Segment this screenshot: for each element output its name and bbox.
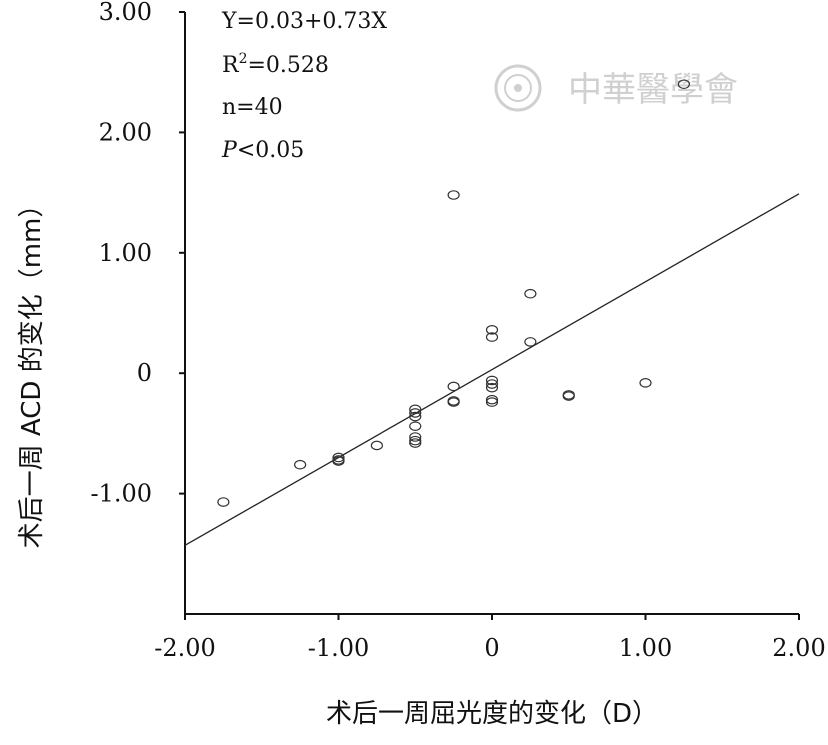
data-point: [485, 394, 499, 405]
data-point: [485, 382, 499, 393]
x-tick-label: -2.00: [154, 634, 216, 662]
x-tick-label: 1.00: [619, 634, 672, 662]
data-point: [485, 375, 499, 386]
data-point: [332, 456, 345, 466]
data-point: [447, 381, 460, 392]
r-squared-sup: 2: [239, 51, 248, 67]
data-point: [562, 391, 575, 401]
society-seal-icon: [494, 64, 542, 112]
data-point: [409, 421, 422, 431]
data-point: [332, 452, 345, 463]
data-point: [524, 337, 537, 347]
sample-size: n=40: [222, 95, 283, 120]
y-tick-label: 3.00: [99, 0, 152, 26]
data-point: [409, 435, 422, 446]
data-point: [485, 332, 499, 342]
x-axis-ticks: -2.00 -1.00 0 1.00 2.00: [154, 614, 826, 662]
x-tick-label: 2.00: [772, 634, 825, 662]
y-tick-label: -1.00: [90, 480, 152, 508]
data-point: [409, 438, 422, 448]
data-point: [409, 432, 422, 442]
r-squared-value: =0.528: [248, 53, 329, 78]
regression-line: [184, 193, 800, 546]
data-point: [639, 378, 652, 388]
data-point: [294, 459, 307, 470]
data-point: [485, 379, 499, 389]
x-axis-title: 术后一周屈光度的变化（D）: [326, 699, 658, 729]
data-point: [485, 325, 499, 335]
x-tick-label: 0: [484, 634, 499, 662]
y-axis-title: 术后一周 ACD 的变化（mm）: [17, 192, 47, 549]
regression-equation: Y=0.03+0.73X: [221, 9, 387, 34]
data-point: [217, 497, 230, 507]
data-point: [447, 397, 460, 407]
data-point: [485, 397, 499, 407]
p-symbol: P: [221, 138, 238, 163]
data-point: [677, 79, 690, 90]
data-point: [370, 440, 383, 451]
y-axis-ticks: 3.00 2.00 1.00 0 -1.00: [90, 0, 185, 508]
watermark: 中華醫學會: [494, 64, 738, 112]
data-point: [409, 408, 422, 418]
data-points: [217, 79, 690, 507]
x-tick-label: -1.00: [308, 634, 370, 662]
y-tick-label: 2.00: [99, 118, 152, 146]
data-point: [524, 288, 537, 299]
watermark-text: 中華醫學會: [568, 70, 738, 110]
stats-annotation: Y=0.03+0.73X R2=0.528 n=40 P<0.05: [221, 9, 387, 163]
y-tick-label: 0: [137, 359, 152, 387]
data-point: [447, 190, 460, 200]
p-value: P<0.05: [221, 138, 304, 163]
r-squared: R2=0.528: [222, 51, 329, 78]
y-tick-label: 1.00: [99, 239, 152, 267]
r-squared-prefix: R: [222, 53, 240, 78]
p-value-text: <0.05: [237, 138, 304, 163]
data-point: [409, 411, 422, 422]
data-point: [409, 404, 422, 415]
